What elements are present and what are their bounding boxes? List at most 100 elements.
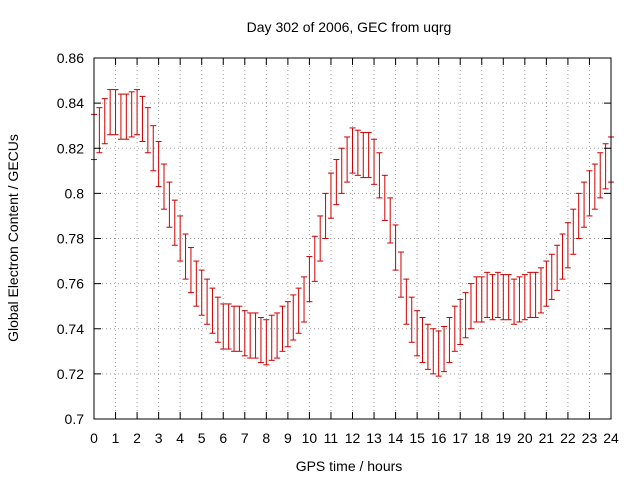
data-point [268, 314, 275, 361]
data-point [392, 224, 399, 271]
data-point [548, 253, 555, 300]
data-point [171, 199, 178, 246]
data-point [521, 274, 528, 321]
data-point [161, 163, 168, 210]
data-point [274, 312, 281, 359]
data-point [419, 316, 426, 364]
x-tick-label: 4 [176, 430, 184, 446]
x-tick-label: 7 [241, 430, 249, 446]
data-point [408, 296, 415, 343]
data-point [204, 278, 211, 325]
data-point [494, 271, 501, 318]
data-point [360, 131, 367, 179]
data-point [247, 312, 254, 359]
data-point [128, 91, 135, 138]
data-point [166, 181, 173, 228]
data-point [489, 274, 496, 321]
data-point [198, 269, 205, 316]
data-point [231, 305, 238, 352]
data-point [306, 256, 313, 303]
y-tick-label: 0.76 [57, 276, 84, 292]
data-point [597, 152, 604, 199]
data-point [123, 93, 130, 140]
axis-ticks: 0 1 2 3 4 5 6 7 8 9 10 11 12 13 14 15 16 17 18 19 20 21 22 23 24… [57, 50, 619, 446]
data-point [144, 107, 151, 154]
data-point [263, 319, 270, 366]
data-point [317, 215, 324, 262]
data-point [295, 287, 302, 334]
y-tick-label: 0.86 [57, 50, 84, 66]
data-point [467, 283, 474, 330]
x-tick-label: 0 [90, 430, 98, 446]
data-point [516, 276, 523, 323]
data-point [403, 278, 410, 325]
x-tick-label: 8 [262, 430, 270, 446]
data-point [290, 294, 297, 341]
data-point [371, 138, 378, 185]
data-point [101, 98, 108, 145]
data-point [457, 298, 464, 346]
data-point [446, 316, 453, 364]
data-point [220, 303, 227, 350]
data-point [349, 127, 356, 174]
x-tick-label: 13 [366, 430, 382, 446]
y-axis-label: Global Electron Content / GECUs [5, 134, 21, 342]
data-point [301, 276, 308, 323]
data-point [187, 247, 194, 294]
data-point [500, 274, 507, 321]
data-point [150, 125, 157, 172]
data-point [333, 159, 340, 206]
data-point [435, 330, 442, 377]
data-point [570, 208, 577, 255]
data-point [381, 174, 388, 221]
y-tick-label: 0.78 [57, 231, 84, 247]
data-point [117, 93, 124, 140]
x-axis-label: GPS time / hours [296, 458, 403, 474]
chart-title: Day 302 of 2006, GEC from uqrg [247, 19, 452, 35]
data-point [478, 276, 485, 323]
y-tick-label: 0.8 [65, 185, 85, 201]
data-point [193, 260, 200, 307]
data-point [575, 192, 582, 239]
x-tick-label: 20 [517, 430, 533, 446]
data-point [543, 260, 550, 307]
y-tick-label: 0.82 [57, 140, 84, 156]
data-point [537, 267, 544, 314]
x-tick-label: 22 [560, 430, 576, 446]
data-point [532, 271, 539, 318]
y-tick-label: 0.72 [57, 366, 84, 382]
x-tick-label: 19 [496, 430, 512, 446]
data-point [581, 181, 588, 228]
x-tick-label: 21 [539, 430, 555, 446]
data-point [586, 170, 593, 217]
x-tick-label: 17 [452, 430, 468, 446]
data-point [559, 233, 566, 280]
data-point [322, 192, 329, 239]
data-point [182, 233, 189, 280]
data-point [327, 172, 334, 219]
x-tick-label: 15 [409, 430, 425, 446]
y-tick-label: 0.74 [57, 321, 84, 337]
data-point [414, 310, 421, 357]
data-point [430, 328, 437, 375]
data-point [591, 163, 598, 210]
data-point [505, 274, 512, 321]
data-point [354, 129, 361, 176]
data-point [134, 89, 141, 136]
data-point [214, 296, 221, 343]
data-point [279, 305, 286, 352]
data-point [252, 312, 259, 359]
data-point [241, 310, 248, 357]
x-tick-label: 5 [198, 430, 206, 446]
error-bars [91, 89, 614, 377]
data-point [311, 235, 318, 282]
data-point [177, 215, 184, 262]
data-point [462, 292, 469, 339]
data-point [511, 278, 518, 325]
x-tick-label: 14 [388, 430, 404, 446]
x-tick-label: 10 [302, 430, 318, 446]
x-tick-label: 3 [155, 430, 163, 446]
data-point [527, 271, 534, 318]
data-point [451, 305, 458, 352]
